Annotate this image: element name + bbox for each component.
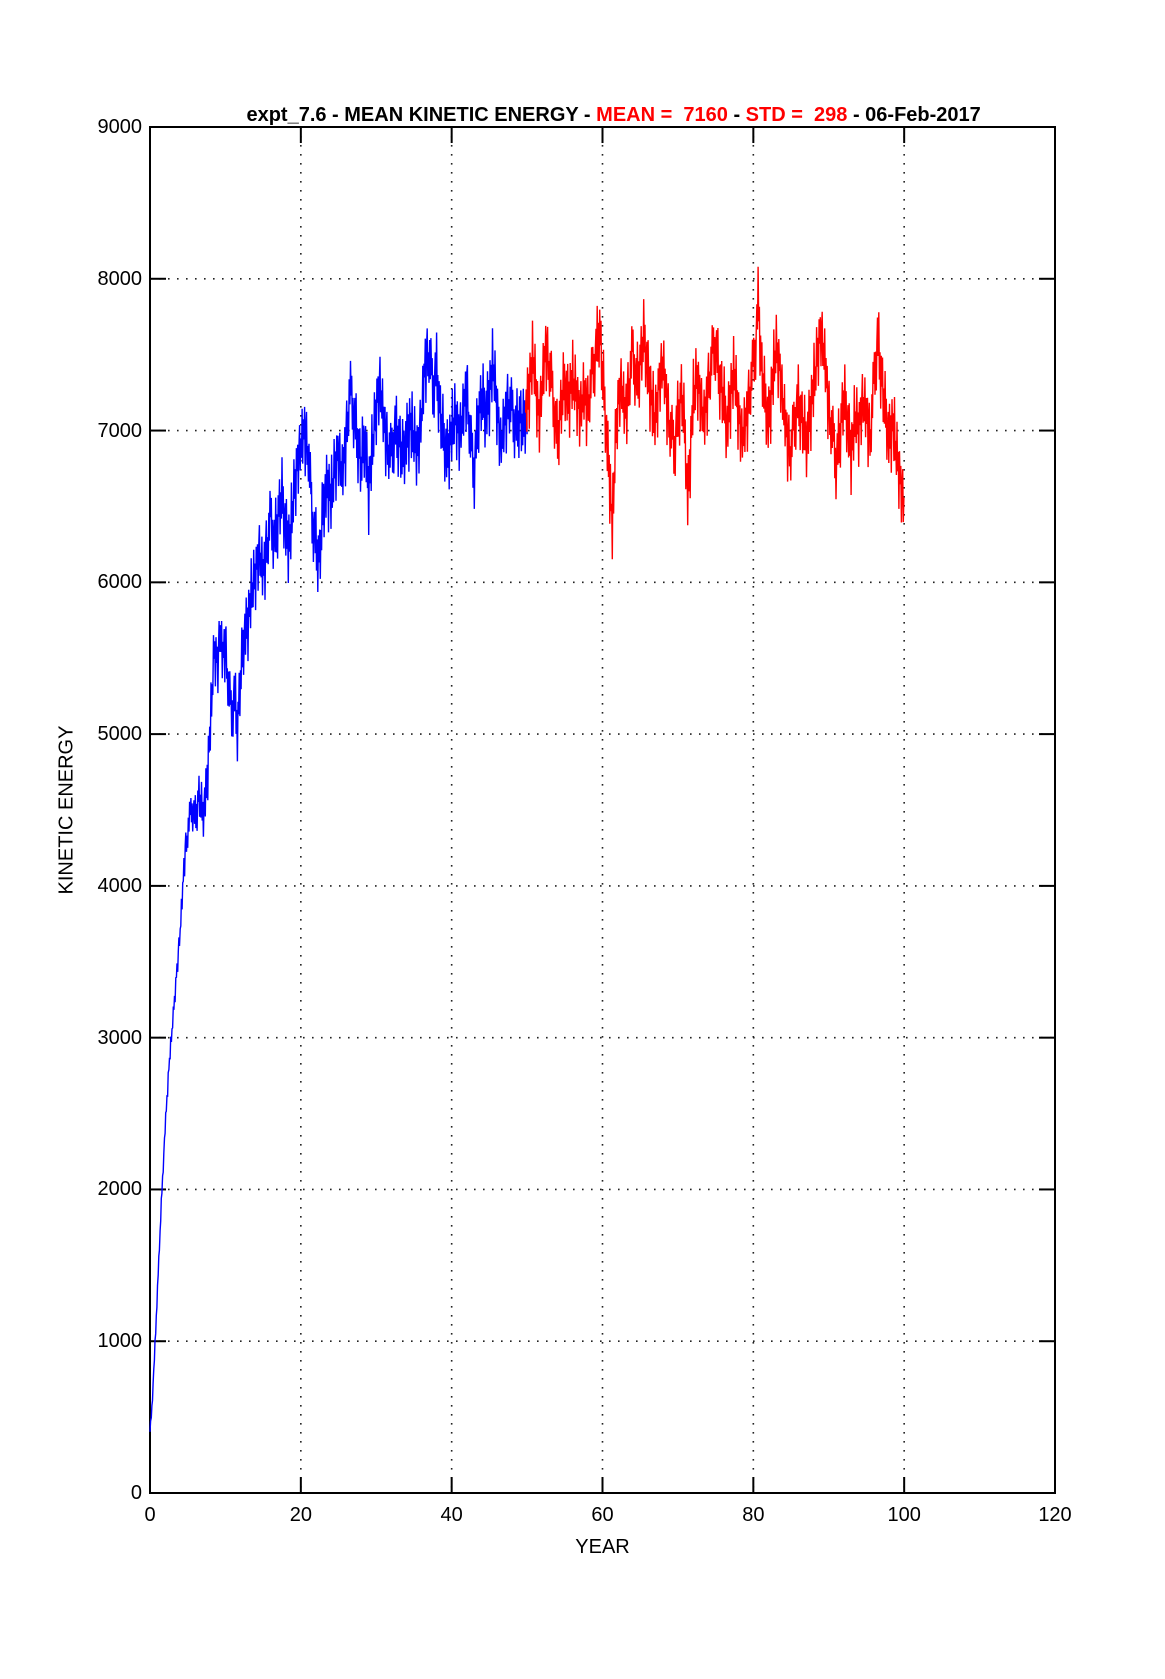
x-tick-label: 80 — [742, 1504, 765, 1526]
series-line-equilibrium-years-50-100 — [524, 266, 905, 560]
y-tick-label: 4000 — [97, 874, 143, 897]
x-tick-label: 60 — [591, 1504, 614, 1526]
y-tick-label: 5000 — [97, 723, 143, 746]
y-tick-label: 6000 — [97, 571, 143, 594]
x-tick-label: 40 — [440, 1504, 463, 1526]
title-segment-std: STD = 298 — [745, 104, 848, 126]
chart-title: expt_7.6 - MEAN KINETIC ENERGY - MEAN = … — [150, 81, 1055, 150]
title-segment-separator: - — [727, 104, 746, 126]
x-tick-label: 0 — [144, 1504, 156, 1526]
y-tick-label: 2000 — [97, 1178, 143, 1201]
series-line-spinup-years-0-50 — [149, 328, 528, 1432]
x-tick-label: 120 — [1038, 1504, 1072, 1526]
y-tick-label: 0 — [130, 1482, 142, 1504]
y-tick-label: 7000 — [97, 419, 143, 442]
y-tick-label: 3000 — [97, 1026, 143, 1049]
y-tick-label: 8000 — [97, 267, 143, 290]
x-tick-label: 20 — [289, 1504, 312, 1526]
y-tick-label: 1000 — [97, 1330, 143, 1353]
y-tick-label: 9000 — [97, 116, 143, 138]
x-axis-label: YEAR — [575, 1536, 630, 1558]
title-segment-date: - 06-Feb-2017 — [847, 104, 981, 126]
title-segment-mean: MEAN = 7160 — [596, 104, 728, 126]
x-tick-label: 100 — [887, 1504, 921, 1526]
title-segment-experiment: expt_7.6 - MEAN KINETIC ENERGY - — [246, 104, 597, 126]
